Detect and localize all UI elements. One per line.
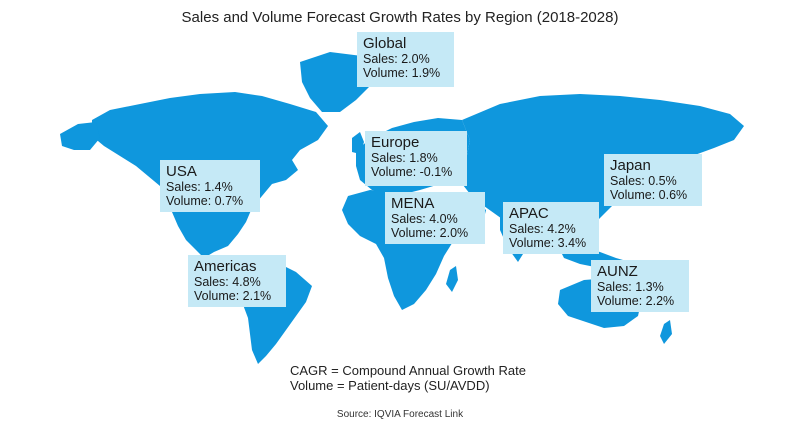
region-volume: Volume: -0.1% [371,165,453,179]
alaska-landmass [60,122,100,150]
region-card-usa: USA Sales: 1.4% Volume: 0.7% [160,160,260,212]
region-sales: Sales: 1.3% [597,280,664,294]
region-sales: Sales: 0.5% [610,174,677,188]
new-zealand-landmass [660,320,672,344]
region-name: Americas [194,258,257,275]
region-volume: Volume: 0.7% [166,194,244,208]
region-card-americas: Americas Sales: 4.8% Volume: 2.1% [188,255,286,307]
region-name: AUNZ [597,263,638,280]
region-volume: Volume: 2.1% [194,289,272,303]
region-sales: Sales: 1.8% [371,151,438,165]
region-name: APAC [509,205,549,222]
definitions-note: CAGR = Compound Annual Growth Rate Volum… [290,363,526,393]
region-sales: Sales: 2.0% [363,52,430,66]
region-name: Global [363,35,407,52]
region-name: USA [166,163,197,180]
region-volume: Volume: 0.6% [610,188,688,202]
region-name: MENA [391,195,435,212]
region-volume: Volume: 2.2% [597,294,675,308]
region-name: Japan [610,157,651,174]
region-sales: Sales: 4.0% [391,212,458,226]
region-card-mena: MENA Sales: 4.0% Volume: 2.0% [385,192,485,244]
madagascar-landmass [446,266,458,292]
region-volume: Volume: 1.9% [363,66,441,80]
region-card-global: Global Sales: 2.0% Volume: 1.9% [357,32,454,87]
chart-title: Sales and Volume Forecast Growth Rates b… [181,9,619,26]
region-volume: Volume: 3.4% [509,236,587,250]
uk-landmass [352,132,364,154]
region-card-europe: Europe Sales: 1.8% Volume: -0.1% [365,131,467,186]
region-name: Europe [371,134,420,151]
region-card-japan: Japan Sales: 0.5% Volume: 0.6% [604,154,702,206]
region-card-aunz: AUNZ Sales: 1.3% Volume: 2.2% [591,260,689,312]
region-card-apac: APAC Sales: 4.2% Volume: 3.4% [503,202,599,254]
source-caption: Source: IQVIA Forecast Link [336,409,464,420]
cagr-definition: CAGR = Compound Annual Growth Rate [290,363,526,378]
volume-definition: Volume = Patient-days (SU/AVDD) [290,378,490,393]
region-sales: Sales: 4.2% [509,222,576,236]
region-sales: Sales: 1.4% [166,180,233,194]
region-volume: Volume: 2.0% [391,226,469,240]
region-sales: Sales: 4.8% [194,275,261,289]
